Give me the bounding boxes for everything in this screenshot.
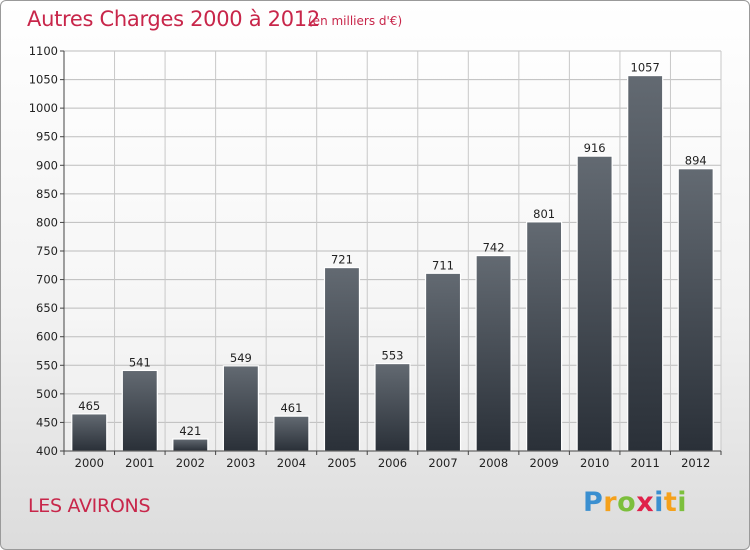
data-label-2002: 421: [179, 424, 201, 438]
bar-2010: [576, 155, 613, 452]
bar-2007: [424, 272, 462, 452]
bar-2000: [71, 413, 108, 452]
x-tick-label-2000: 2000: [75, 456, 104, 470]
logo-letter: o: [617, 487, 637, 518]
y-tick-label: 600: [36, 330, 58, 344]
data-label-2006: 553: [382, 349, 404, 363]
y-tick-label: 700: [36, 273, 58, 287]
logo-letter: i: [654, 487, 664, 518]
data-label-2004: 461: [280, 401, 302, 415]
y-tick-label: 750: [36, 244, 58, 258]
bar-2003: [222, 365, 259, 452]
bar-2009: [526, 221, 563, 452]
x-tick-label-2004: 2004: [277, 456, 306, 470]
logo-letter: x: [636, 487, 655, 518]
x-tick-label-2012: 2012: [681, 456, 710, 470]
bar-2006: [374, 362, 411, 452]
y-tick-label: 450: [36, 415, 58, 429]
y-tick-label: 1100: [29, 44, 58, 58]
logo-letter: P: [583, 487, 604, 518]
y-tick-label: 1000: [29, 101, 58, 115]
proxiti-logo[interactable]: Proxiti: [583, 487, 687, 518]
y-tick-label: 500: [36, 387, 58, 401]
y-tick-label: 850: [36, 187, 58, 201]
y-tick-label: 950: [36, 130, 58, 144]
x-tick-label-2001: 2001: [125, 456, 154, 470]
x-tick-label-2010: 2010: [580, 456, 609, 470]
data-label-2001: 541: [129, 355, 151, 369]
y-tick-label: 550: [36, 358, 58, 372]
data-label-2012: 894: [685, 154, 707, 168]
data-label-2011: 1057: [631, 61, 660, 75]
bar-2004: [273, 415, 310, 452]
y-tick-label: 1050: [29, 73, 58, 87]
data-label-2003: 549: [230, 351, 252, 365]
x-tick-label-2011: 2011: [631, 456, 660, 470]
data-label-2009: 801: [533, 207, 555, 221]
x-tick-label-2003: 2003: [226, 456, 255, 470]
bar-2005: [323, 266, 361, 452]
x-tick-label-2009: 2009: [529, 456, 558, 470]
y-tick-label: 800: [36, 215, 58, 229]
data-label-2010: 916: [584, 141, 606, 155]
commune-name: LES AVIRONS: [28, 495, 151, 517]
x-tick-label-2006: 2006: [378, 456, 407, 470]
x-tick-label-2002: 2002: [176, 456, 205, 470]
x-tick-label-2008: 2008: [479, 456, 508, 470]
y-tick-label: 900: [36, 158, 58, 172]
data-label-2000: 465: [78, 399, 100, 413]
data-label-2008: 742: [483, 241, 505, 255]
logo-letter: r: [603, 487, 618, 518]
bar-2001: [121, 369, 158, 452]
bar-2002: [172, 438, 209, 452]
y-tick-label: 650: [36, 301, 58, 315]
logo-letter: i: [677, 487, 688, 518]
data-label-2005: 721: [331, 253, 353, 267]
chart-title: Autres Charges 2000 à 2012: [27, 7, 320, 31]
y-tick-label: 400: [36, 444, 58, 458]
chart-subtitle: (en milliers d'€): [308, 14, 403, 28]
bar-2012: [677, 168, 714, 452]
bar-2008: [475, 254, 512, 452]
logo-letter: t: [663, 487, 678, 518]
x-tick-label-2005: 2005: [327, 456, 356, 470]
bar-2011: [627, 74, 664, 452]
data-label-2007: 711: [432, 258, 454, 272]
x-tick-label-2007: 2007: [428, 456, 457, 470]
